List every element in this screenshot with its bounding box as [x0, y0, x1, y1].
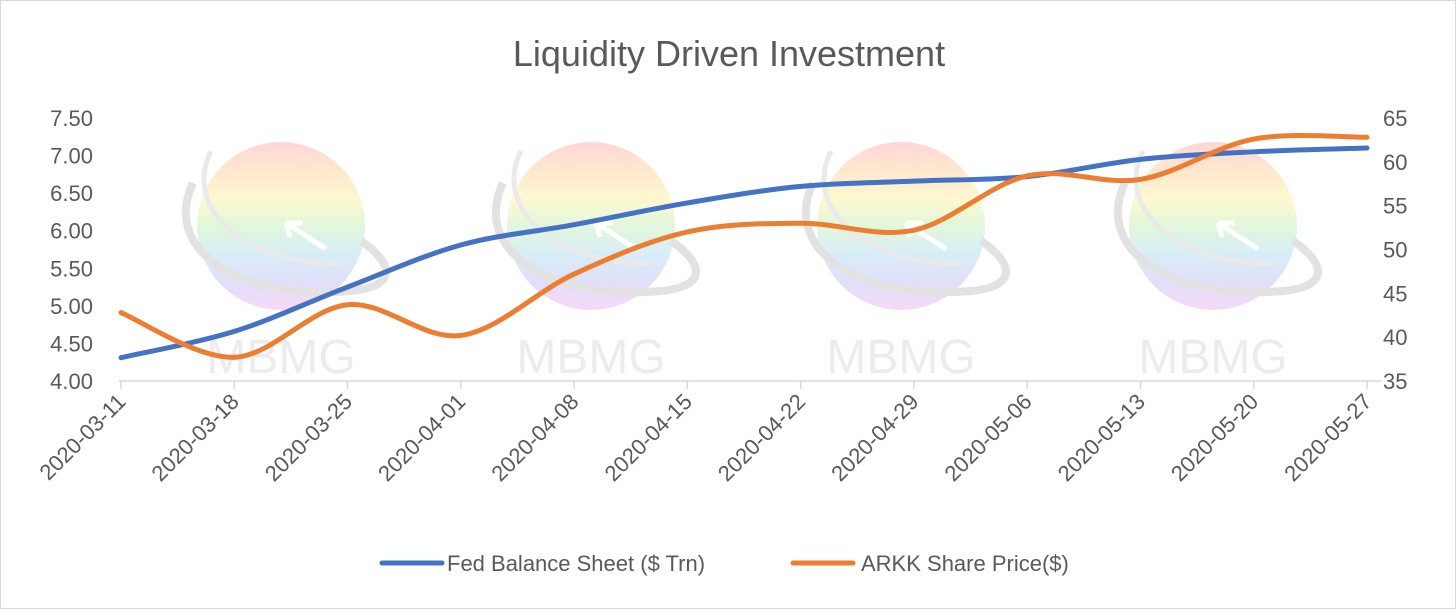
x-tick-label: 2020-04-01 [373, 389, 470, 486]
watermark-rainbow-circle [507, 142, 675, 310]
x-tick-label: 2020-03-11 [34, 389, 130, 485]
x-tick-label: 2020-04-29 [826, 389, 923, 486]
y-left-tick-label: 7.00 [50, 144, 93, 169]
chart-title: Liquidity Driven Investment [513, 33, 945, 74]
x-tick-label: 2020-05-13 [1053, 389, 1150, 486]
watermark-text: MBMG [1138, 331, 1287, 384]
x-tick-label: 2020-04-15 [600, 389, 697, 486]
y-right-tick-label: 60 [1383, 150, 1407, 175]
y-left-tick-label: 6.00 [50, 219, 93, 244]
y-right-tick-label: 55 [1383, 194, 1407, 219]
watermark-text: MBMG [826, 331, 975, 384]
y-right-tick-label: 40 [1383, 325, 1407, 350]
legend-label: Fed Balance Sheet ($ Trn) [447, 551, 705, 576]
x-tick-label: 2020-05-20 [1166, 389, 1263, 486]
y-left-tick-label: 4.00 [50, 369, 93, 394]
y-right-tick-label: 65 [1383, 106, 1407, 131]
y-right-tick-label: 45 [1383, 281, 1407, 306]
legend-item-1: Fed Balance Sheet ($ Trn) [382, 551, 705, 576]
y-left-tick-label: 4.50 [50, 331, 93, 356]
x-tick-label: 2020-03-25 [260, 389, 357, 486]
watermark-rainbow-circle [197, 142, 365, 310]
legend-item-2: ARKK Share Price($) [793, 551, 1069, 576]
watermark-logo: MBMG [186, 142, 386, 384]
x-tick-label: 2020-05-27 [1279, 389, 1376, 486]
x-tick-label: 2020-04-08 [486, 389, 583, 486]
y-right-tick-label: 50 [1383, 238, 1407, 263]
y-left-tick-label: 6.50 [50, 181, 93, 206]
legend-label: ARKK Share Price($) [861, 551, 1069, 576]
x-tick-label: 2020-04-22 [713, 389, 810, 486]
legend: Fed Balance Sheet ($ Trn) ARKK Share Pric… [382, 551, 1069, 576]
y-left-tick-label: 7.50 [50, 106, 93, 131]
y-left-tick-label: 5.50 [50, 256, 93, 281]
y-right-tick-label: 35 [1383, 369, 1407, 394]
x-tick-label: 2020-03-18 [147, 389, 244, 486]
x-tick-label: 2020-05-06 [939, 389, 1036, 486]
watermark-text: MBMG [516, 331, 665, 384]
y-left-tick-label: 5.00 [50, 294, 93, 319]
watermark-rainbow-circle [1129, 142, 1297, 310]
